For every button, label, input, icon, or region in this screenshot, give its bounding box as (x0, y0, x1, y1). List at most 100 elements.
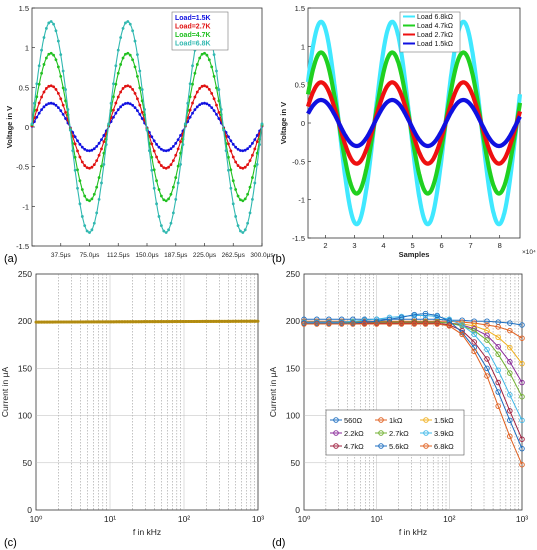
legend-entry-d: 560Ω (344, 416, 363, 425)
series-marker-a (215, 103, 218, 107)
series-marker-a (95, 159, 99, 162)
series-marker-c (84, 320, 88, 324)
x-tick-label-c: 10³ (252, 514, 264, 524)
series-marker-d (459, 322, 465, 328)
series-marker-d (495, 379, 501, 386)
series-marker-a (131, 58, 135, 62)
series-marker-a (126, 84, 130, 88)
series-marker-c (53, 320, 57, 324)
series-marker-d (519, 379, 525, 386)
series-marker-d (301, 321, 307, 327)
series-marker-a (136, 75, 139, 78)
series-marker-a (207, 58, 211, 62)
series-marker-a (90, 228, 94, 232)
series-marker-a (114, 64, 118, 68)
series-marker-a (212, 75, 216, 78)
series-marker-a (169, 163, 173, 167)
series-marker-a (114, 101, 118, 105)
panel-label-a: (a) (4, 253, 17, 265)
series-marker-c (231, 319, 235, 323)
series-marker-c (145, 320, 149, 324)
series-marker-a (92, 192, 96, 196)
series-marker-c (198, 319, 202, 323)
series-marker-a (59, 109, 63, 113)
series-marker-a (76, 139, 79, 143)
series-marker-a (83, 194, 87, 198)
series-marker-a (200, 102, 204, 105)
series-marker-a (126, 101, 130, 105)
series-marker-a (66, 108, 70, 111)
series-marker-a (119, 63, 123, 66)
series-marker-c (195, 319, 199, 323)
series-marker-a (107, 122, 111, 126)
legend-entry-b: Load 2.7kΩ (417, 32, 453, 39)
series-marker-a (193, 108, 197, 112)
series-marker-a (131, 29, 135, 33)
series-marker-a (231, 142, 235, 146)
series-marker-a (59, 75, 63, 78)
series-marker-c (51, 320, 55, 324)
legend-marker-d (378, 417, 384, 423)
legend-entry-b: Load 1.5kΩ (417, 41, 453, 48)
series-marker-a (54, 58, 58, 62)
y-tick-label-a: -1.5 (16, 242, 29, 251)
series-marker-a (181, 143, 185, 146)
legend-entry-d: 1kΩ (389, 416, 403, 425)
series-marker-a (56, 39, 60, 43)
series-marker-a (236, 224, 240, 228)
series-marker-c (220, 319, 224, 323)
series-marker-a (157, 160, 161, 164)
series-marker-a (92, 163, 96, 167)
series-marker-a (169, 147, 173, 151)
series-marker-a (35, 95, 39, 99)
legend-entry-d: 5.6kΩ (389, 442, 409, 451)
series-marker-c (112, 320, 116, 324)
series-marker-a (205, 85, 209, 89)
series-marker-a (49, 101, 53, 105)
series-marker-a (56, 92, 60, 95)
series-marker-d (507, 344, 513, 351)
series-marker-d (495, 351, 501, 357)
x-axis-label-b: Samples (399, 250, 430, 259)
series-marker-a (131, 87, 135, 91)
series-marker-a (37, 111, 41, 115)
y-tick-label-a: 1.5 (19, 4, 29, 13)
series-marker-a (183, 122, 187, 126)
series-marker-a (174, 141, 178, 145)
series-marker-a (152, 168, 156, 172)
series-marker-c (228, 319, 232, 323)
series-marker-a (95, 185, 99, 189)
series-marker-a (150, 168, 154, 172)
series-marker-a (49, 84, 53, 88)
series-marker-a (128, 22, 132, 26)
series-marker-a (78, 142, 82, 146)
series-marker-d (350, 321, 356, 327)
series-marker-a (205, 102, 209, 106)
series-marker-a (174, 153, 178, 157)
series-marker-a (140, 88, 144, 91)
series-marker-c (48, 320, 52, 324)
series-marker-a (152, 186, 156, 190)
series-marker-d (519, 360, 525, 367)
series-marker-d (519, 417, 525, 424)
panel-label-d: (d) (272, 537, 285, 549)
series-marker-a (97, 141, 101, 145)
series-marker-a (126, 51, 130, 55)
series-marker-a (234, 215, 238, 218)
series-marker-a (61, 69, 65, 73)
legend-marker-d (333, 430, 339, 436)
series-marker-a (239, 229, 242, 233)
y-tick-label-c: 200 (18, 316, 32, 326)
series-marker-c (187, 319, 191, 323)
y-tick-label-b: 0.5 (295, 81, 305, 90)
legend-box-d (325, 409, 465, 456)
series-marker-a (128, 102, 132, 106)
legend-marker-d (333, 443, 339, 449)
series-marker-d (373, 321, 380, 327)
series-marker-a (95, 211, 99, 215)
series-marker-d (507, 327, 513, 334)
plot-frame-c (35, 273, 259, 511)
series-marker-c (203, 319, 207, 323)
x-tick-label-a: 75.0μs (80, 252, 100, 259)
legend-entry-d: 4.7kΩ (344, 442, 364, 451)
